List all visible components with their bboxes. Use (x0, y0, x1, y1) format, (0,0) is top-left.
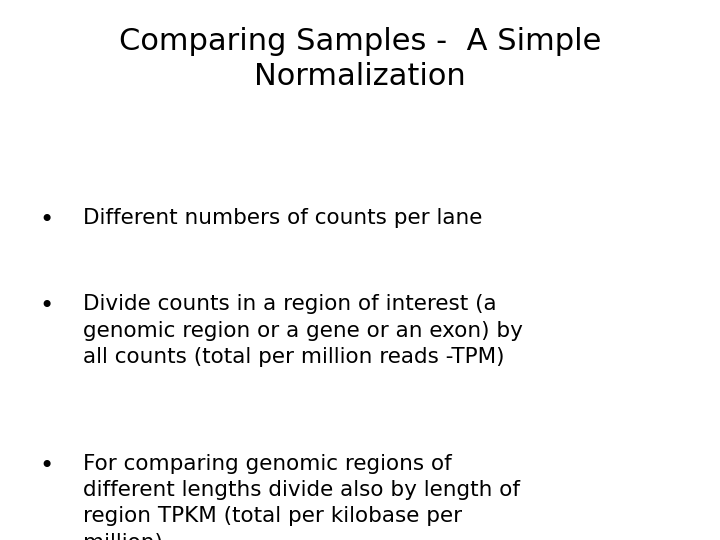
Text: Different numbers of counts per lane: Different numbers of counts per lane (83, 208, 482, 228)
Text: For comparing genomic regions of
different lengths divide also by length of
regi: For comparing genomic regions of differe… (83, 454, 520, 540)
Text: •: • (40, 208, 54, 232)
Text: •: • (40, 454, 54, 477)
Text: Comparing Samples -  A Simple
Normalization: Comparing Samples - A Simple Normalizati… (119, 27, 601, 91)
Text: Divide counts in a region of interest (a
genomic region or a gene or an exon) by: Divide counts in a region of interest (a… (83, 294, 523, 367)
Text: •: • (40, 294, 54, 318)
